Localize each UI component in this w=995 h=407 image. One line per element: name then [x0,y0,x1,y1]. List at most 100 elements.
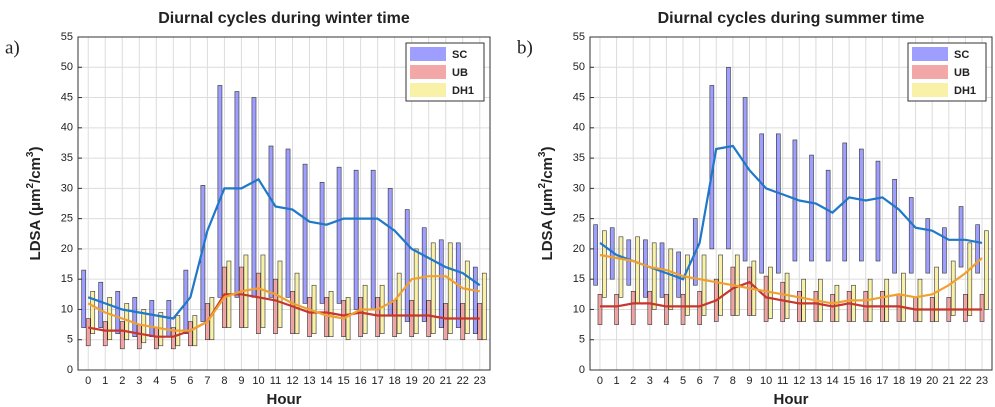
range-bar [192,315,198,347]
x-tick-label: 3 [647,375,653,387]
legend-swatch [410,47,446,61]
range-bar [776,133,781,274]
x-tick-label: 22 [457,375,469,387]
mean-line [87,275,480,332]
x-tick-label: 11 [777,375,788,387]
range-bar [635,236,640,304]
legend-swatch [912,65,948,79]
range-bar [426,300,432,338]
range-bar [846,290,852,322]
x-tick-label: 0 [85,375,91,387]
y-tick-label: 25 [573,213,585,225]
range-bar [942,227,947,274]
plot-frame [589,36,993,371]
range-bar [396,272,402,334]
x-tick-label: 4 [663,375,669,387]
range-bar [443,303,449,341]
range-bar [759,133,764,274]
x-tick-label: 7 [204,375,210,387]
range-bar [892,178,897,274]
range-bar [859,148,864,262]
y-axis-label-part: 2 [537,183,548,189]
x-tick-label: 23 [976,375,988,387]
range-bar [593,224,598,286]
range-bar [404,209,410,322]
range-bar [647,290,653,325]
range-bar [268,145,274,298]
range-bar [430,242,436,334]
y-axis-label: LDSA (μm2/cm3) [537,147,556,261]
x-tick-label: 1 [614,375,620,387]
x-tick-label: 17 [372,375,384,387]
range-bar [614,294,619,325]
range-bar [747,266,752,316]
x-axis-label: Hour [267,391,302,407]
x-tick-label: 2 [119,375,125,387]
mean-line [88,293,480,338]
x-tick-label: 10 [252,375,264,387]
y-tick-label: 35 [61,152,73,164]
panel-label: a) [5,37,20,58]
range-bar [90,290,96,334]
range-bar [934,266,939,322]
range-bar [830,294,835,322]
x-tick-label: 6 [187,375,193,387]
range-bar [132,297,138,338]
y-axis-label-part: /cm [539,157,556,183]
range-bar [763,275,769,322]
range-bar [98,281,104,328]
chart-title: Diurnal cycles during summer time [658,10,925,27]
range-bar [643,239,648,298]
x-tick-label: 19 [406,375,418,387]
x-tick-label: 8 [221,375,227,387]
legend-label: DH1 [954,85,976,97]
x-tick-label: 6 [697,375,703,387]
x-tick-label: 14 [826,375,838,387]
x-tick-label: 13 [810,375,822,387]
x-tick-label: 10 [760,375,772,387]
chart-title: Diurnal cycles during winter time [158,10,410,27]
range-bar [730,266,736,316]
y-axis-label: LDSA (μm2/cm3) [25,147,44,261]
legend-label: UB [954,67,970,79]
legend-label: UB [452,67,468,79]
x-tick-label: 16 [860,375,872,387]
x-tick-label: 3 [136,375,142,387]
y-tick-label: 55 [61,31,73,43]
range-bar [336,166,342,304]
range-bar [217,85,223,298]
y-tick-label: 20 [61,243,73,255]
x-tick-label: 5 [170,375,176,387]
x-tick-label: 14 [320,375,332,387]
range-bar [460,303,466,341]
range-bar [153,327,159,350]
range-bar [251,97,257,298]
mean-line [599,144,983,281]
x-tick-label: 15 [337,375,349,387]
range-bar [680,294,686,325]
range-bar [664,294,669,325]
x-tick-label: 12 [793,375,805,387]
x-tick-label: 20 [423,375,435,387]
range-bar [718,254,723,316]
y-axis-label-part: LDSA (μm [539,189,556,261]
x-tick-label: 22 [959,375,971,387]
x-tick-label: 15 [843,375,855,387]
range-bar [170,327,176,350]
legend-swatch [912,83,948,97]
x-tick-label: 9 [746,375,752,387]
y-tick-label: 20 [573,243,585,255]
range-bar [701,254,707,316]
y-tick-label: 35 [573,152,585,164]
range-bar [630,290,636,325]
y-tick-label: 30 [61,182,73,194]
range-bar [958,206,964,268]
x-tick-label: 12 [286,375,298,387]
plot-frame [77,36,491,371]
y-tick-label: 50 [61,61,73,73]
y-tick-label: 45 [61,91,73,103]
range-bar [884,278,890,322]
range-bar [273,278,278,334]
range-bar [967,242,973,316]
x-tick-label: 18 [389,375,401,387]
